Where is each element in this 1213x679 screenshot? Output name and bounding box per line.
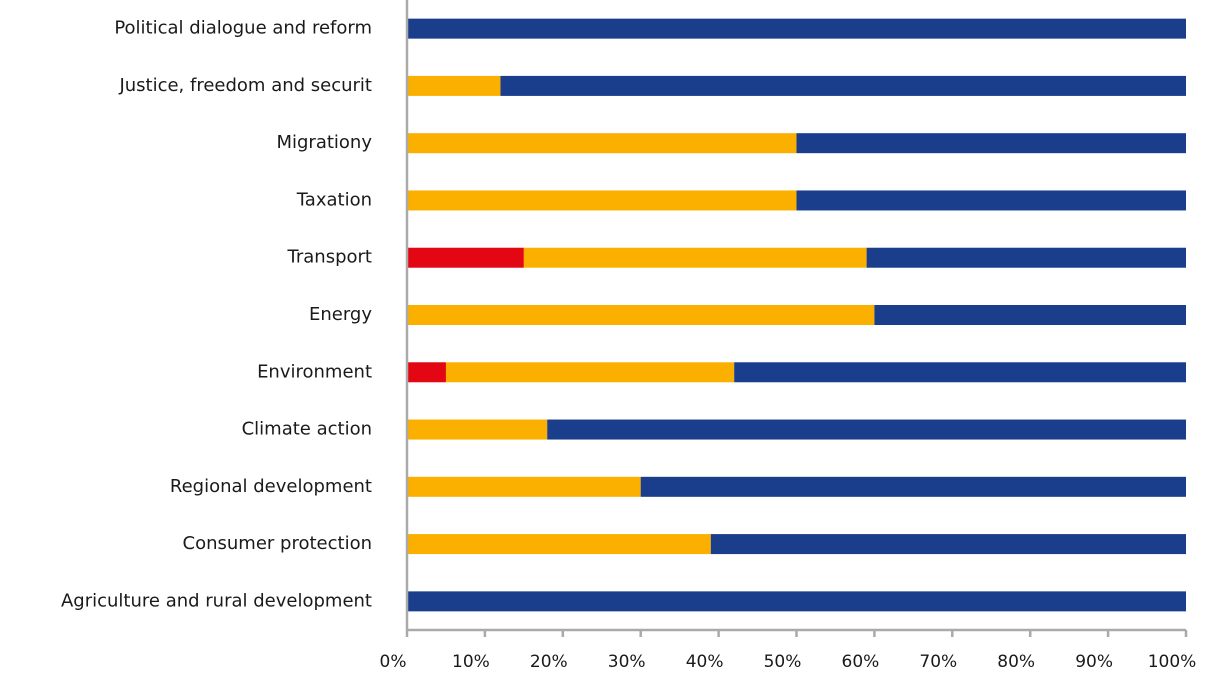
y-tick-label: Taxation (296, 189, 372, 210)
bar-segment (866, 247, 1186, 268)
y-tick-label: Political dialogue and reform (114, 18, 372, 39)
y-tick-label: Justice, freedom and securit (118, 75, 372, 96)
y-tick-label: Energy (309, 304, 372, 325)
y-tick-label: Regional development (170, 476, 372, 497)
bar-segment (407, 75, 501, 96)
bar-segment (407, 247, 524, 268)
x-tick-label: 60% (842, 652, 880, 672)
bar-segment (407, 419, 548, 440)
bar-segment (796, 190, 1186, 211)
y-tick-label: Environment (257, 361, 372, 382)
bar-segment (407, 534, 711, 555)
y-tick-label: Transport (287, 247, 372, 268)
bar-segment (874, 305, 1186, 325)
y-tick-label: Consumer protection (183, 533, 372, 554)
x-tick-label: 100% (1148, 652, 1197, 672)
x-tick-label: 70% (919, 652, 957, 672)
x-tick-label: 30% (608, 652, 646, 672)
bar-segment (547, 419, 1186, 440)
bar-segment (407, 190, 797, 211)
bar-segment (445, 362, 735, 383)
bar-segment (796, 133, 1186, 154)
bar-segment (407, 18, 1186, 39)
bar-segment (407, 133, 797, 154)
y-tick-label: Agriculture and rural development (61, 590, 372, 611)
bar-segment (407, 362, 446, 383)
y-tick-label: Migrationy (276, 132, 372, 153)
x-tick-label: 50% (764, 652, 802, 672)
x-tick-label: 40% (686, 652, 724, 672)
y-tick-label: Climate action (242, 419, 372, 440)
bar-segment (407, 305, 875, 325)
x-tick-label: 80% (997, 652, 1035, 672)
x-tick-label: 90% (1075, 652, 1113, 672)
bar-segment (523, 247, 867, 268)
x-tick-label: 10% (452, 652, 490, 672)
bar-segment (407, 476, 641, 497)
bar-segment (500, 75, 1187, 96)
bar-segment (710, 534, 1186, 555)
bar-segment (640, 476, 1186, 497)
bar-segment (407, 591, 1186, 612)
x-tick-label: 20% (530, 652, 568, 672)
x-tick-label: 0% (380, 652, 407, 672)
bar-segment (734, 362, 1186, 383)
